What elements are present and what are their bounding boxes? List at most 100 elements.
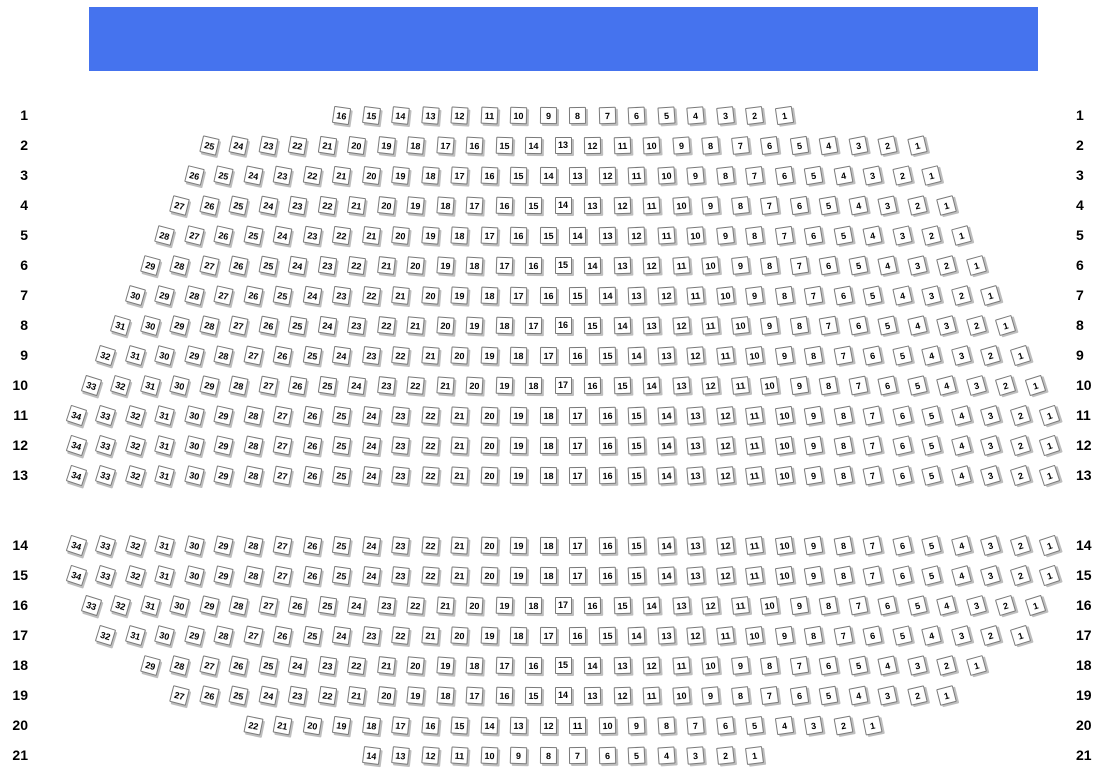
seat[interactable]: 25 [228, 684, 249, 706]
seat[interactable]: 27 [258, 375, 278, 395]
seat[interactable]: 26 [302, 535, 323, 555]
seat[interactable]: 25 [317, 375, 337, 395]
seat[interactable]: 7 [686, 715, 705, 735]
seat[interactable]: 11 [480, 106, 499, 124]
seat[interactable]: 13 [583, 686, 602, 704]
seat[interactable]: 24 [258, 685, 278, 705]
seat[interactable]: 15 [524, 686, 543, 704]
seat[interactable]: 1 [906, 134, 928, 156]
seat[interactable]: 24 [287, 655, 308, 675]
seat[interactable]: 17 [495, 656, 513, 674]
seat[interactable]: 3 [803, 715, 824, 735]
seat[interactable]: 19 [391, 165, 411, 185]
seat[interactable]: 34 [65, 434, 87, 456]
seat[interactable]: 8 [715, 165, 735, 185]
seat[interactable]: 1 [950, 224, 972, 246]
seat[interactable]: 14 [524, 136, 543, 154]
seat[interactable]: 7 [569, 746, 587, 764]
seat[interactable]: 19 [450, 285, 469, 305]
seat[interactable]: 7 [862, 534, 883, 556]
seat[interactable]: 20 [465, 596, 484, 614]
seat[interactable]: 16 [539, 286, 557, 304]
seat[interactable]: 5 [877, 314, 898, 336]
seat[interactable]: 10 [774, 565, 794, 585]
seat[interactable]: 24 [361, 465, 381, 485]
seat[interactable]: 3 [980, 464, 1002, 486]
seat[interactable]: 5 [921, 564, 943, 586]
seat[interactable]: 24 [302, 285, 323, 305]
seat[interactable]: 5 [892, 344, 913, 366]
seat[interactable]: 28 [228, 374, 249, 396]
seat[interactable]: 14 [657, 405, 676, 425]
seat[interactable]: 20 [480, 566, 499, 584]
seat[interactable]: 2 [936, 654, 957, 676]
seat[interactable]: 21 [450, 565, 469, 585]
seat[interactable]: 22 [361, 285, 381, 305]
seat[interactable]: 32 [124, 434, 146, 456]
seat[interactable]: 21 [332, 165, 352, 185]
seat[interactable]: 23 [391, 465, 411, 485]
seat[interactable]: 24 [361, 435, 381, 455]
seat[interactable]: 19 [332, 715, 352, 735]
seat[interactable]: 9 [539, 106, 557, 124]
seat[interactable]: 27 [183, 224, 205, 246]
seat[interactable]: 7 [789, 655, 809, 675]
seat[interactable]: 7 [862, 434, 883, 456]
seat[interactable]: 16 [524, 656, 543, 674]
seat[interactable]: 22 [421, 565, 440, 585]
seat[interactable]: 9 [745, 285, 765, 305]
seat[interactable]: 8 [759, 255, 780, 275]
seat[interactable]: 14 [554, 686, 572, 704]
seat[interactable]: 30 [154, 344, 176, 366]
seat[interactable]: 23 [346, 315, 367, 335]
seat[interactable]: 18 [435, 195, 455, 215]
seat[interactable]: 33 [95, 564, 117, 586]
seat[interactable]: 29 [213, 404, 234, 426]
seat[interactable]: 3 [877, 194, 898, 216]
seat[interactable]: 23 [376, 375, 396, 395]
seat[interactable]: 3 [848, 135, 868, 155]
seat[interactable]: 3 [980, 534, 1002, 556]
seat[interactable]: 21 [450, 405, 469, 425]
seat[interactable]: 7 [598, 106, 616, 124]
seat[interactable]: 18 [480, 286, 499, 304]
seat[interactable]: 25 [332, 565, 352, 585]
seat[interactable]: 20 [450, 345, 469, 365]
seat[interactable]: 15 [524, 196, 543, 214]
seat[interactable]: 15 [627, 536, 646, 554]
seat[interactable]: 26 [228, 254, 249, 276]
seat[interactable]: 30 [183, 404, 205, 426]
seat[interactable]: 2 [1009, 564, 1031, 586]
seat[interactable]: 10 [774, 465, 794, 485]
seat[interactable]: 7 [833, 625, 854, 645]
seat[interactable]: 11 [701, 315, 720, 335]
seat[interactable]: 16 [465, 136, 484, 154]
seat[interactable]: 21 [421, 345, 440, 365]
seat[interactable]: 27 [272, 535, 293, 555]
seat[interactable]: 11 [730, 595, 750, 615]
seat[interactable]: 28 [243, 534, 264, 556]
seat[interactable]: 19 [510, 406, 528, 424]
seat[interactable]: 10 [774, 535, 794, 555]
seat[interactable]: 21 [450, 435, 469, 455]
seat[interactable]: 32 [124, 464, 146, 486]
seat[interactable]: 14 [642, 596, 661, 614]
seat[interactable]: 25 [243, 224, 264, 246]
seat[interactable]: 2 [936, 254, 957, 276]
seat[interactable]: 10 [686, 225, 705, 245]
seat[interactable]: 16 [495, 686, 513, 704]
seat[interactable]: 29 [169, 314, 190, 336]
seat[interactable]: 20 [480, 436, 499, 454]
seat[interactable]: 6 [818, 655, 839, 675]
seat[interactable]: 6 [789, 685, 809, 705]
seat[interactable]: 13 [657, 345, 676, 365]
seat[interactable]: 2 [965, 314, 987, 336]
seat[interactable]: 4 [906, 314, 928, 336]
seat[interactable]: 22 [317, 685, 337, 705]
seat[interactable]: 13 [671, 375, 691, 395]
seat[interactable]: 11 [613, 136, 631, 154]
seat[interactable]: 6 [877, 594, 898, 616]
seat[interactable]: 1 [965, 654, 987, 676]
seat[interactable]: 19 [495, 376, 513, 394]
seat[interactable]: 20 [480, 406, 499, 424]
